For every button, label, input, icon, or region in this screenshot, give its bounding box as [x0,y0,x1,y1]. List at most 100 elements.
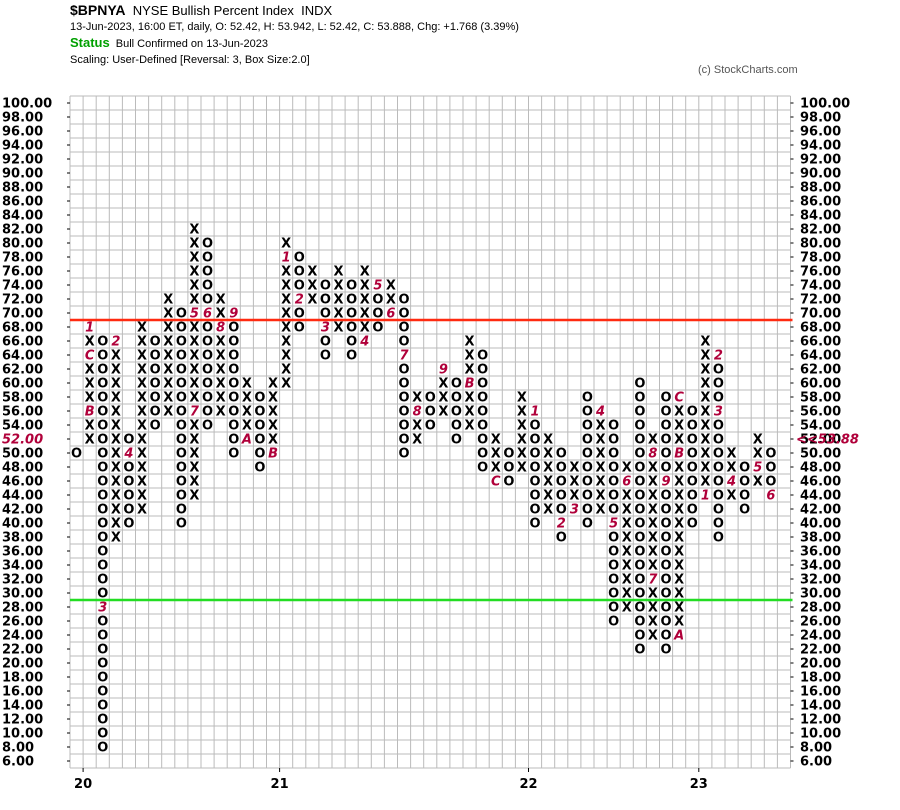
x-mark: X [700,391,710,406]
o-mark: O [477,461,488,476]
y-tick-left: 78.00 [2,251,43,266]
x-mark: X [674,405,684,420]
x-mark: X [163,335,173,350]
y-tick-right: 44.00 [800,489,841,504]
o-mark: O [97,615,108,630]
o-mark: O [634,503,645,518]
x-mark: X [622,517,632,532]
x-mark: X [674,475,684,490]
y-tick-left: 44.00 [2,489,43,504]
x-mark: X [334,293,344,308]
x-mark: X [727,461,737,476]
x-mark: X [163,405,173,420]
x-mark: X [648,629,658,644]
x-mark: X [137,419,147,434]
y-tick-right: 96.00 [800,125,841,140]
o-mark: O [634,573,645,588]
x-mark: X [189,363,199,378]
month-mark: 7 [190,405,200,420]
o-mark: O [97,559,108,574]
y-tick-right: 48.00 [800,461,841,476]
y-tick-right: 86.00 [800,195,841,210]
o-mark: O [228,447,239,462]
month-mark: B [674,447,684,462]
x-mark: X [596,461,606,476]
o-mark: O [254,433,265,448]
y-tick-right: 26.00 [800,615,841,630]
o-mark: O [634,531,645,546]
x-mark: X [216,405,226,420]
x-mark: X [281,293,291,308]
o-mark: O [634,587,645,602]
o-mark: O [687,517,698,532]
o-mark: O [530,503,541,518]
o-mark: O [477,405,488,420]
o-mark: O [530,433,541,448]
o-mark: O [634,377,645,392]
x-mark: X [137,489,147,504]
o-mark: O [503,447,514,462]
x-mark: X [189,475,199,490]
x-mark: X [111,391,121,406]
o-mark: O [320,307,331,322]
month-mark: B [268,447,278,462]
o-mark: O [713,475,724,490]
month-mark: 2 [714,349,723,364]
o-mark: O [661,391,672,406]
o-mark: O [176,349,187,364]
o-mark: O [582,405,593,420]
x-mark: X [111,419,121,434]
o-mark: O [451,377,462,392]
month-mark: 3 [321,321,330,336]
x-mark: X [334,279,344,294]
o-mark: O [150,405,161,420]
y-tick-right: 74.00 [800,279,841,294]
x-tick-label: 20 [74,777,92,792]
x-mark: X [189,335,199,350]
x-mark: X [85,335,95,350]
o-mark: O [320,279,331,294]
x-mark: X [648,475,658,490]
x-mark: X [622,559,632,574]
x-mark: X [648,545,658,560]
month-mark: C [491,475,501,490]
x-mark: X [189,433,199,448]
y-tick-left: 14.00 [2,699,43,714]
x-mark: X [111,405,121,420]
y-tick-left: 90.00 [2,167,43,182]
o-mark: O [477,363,488,378]
o-mark: O [202,335,213,350]
o-mark: O [530,517,541,532]
o-mark: O [97,349,108,364]
month-mark: 8 [648,447,657,462]
x-mark: X [85,377,95,392]
month-mark: 5 [609,517,618,532]
y-tick-right: 46.00 [800,475,841,490]
o-mark: O [399,433,410,448]
y-tick-left: 10.00 [2,727,43,742]
x-mark: X [674,461,684,476]
o-mark: O [202,279,213,294]
x-mark: X [596,503,606,518]
x-mark: X [596,419,606,434]
y-tick-left: 40.00 [2,517,43,532]
o-mark: O [451,433,462,448]
x-mark: X [137,349,147,364]
month-mark: 8 [216,321,225,336]
y-tick-left: 24.00 [2,629,43,644]
o-mark: O [608,545,619,560]
o-mark: O [202,321,213,336]
y-tick-left: 76.00 [2,265,43,280]
month-mark: 4 [123,447,133,462]
o-mark: O [399,293,410,308]
o-mark: O [661,643,672,658]
y-tick-right: 66.00 [800,335,841,350]
o-mark: O [399,405,410,420]
x-mark: X [360,307,370,322]
o-mark: O [634,559,645,574]
x-mark: X [648,489,658,504]
x-mark: X [674,503,684,518]
o-mark: O [97,517,108,532]
o-mark: O [582,475,593,490]
y-tick-left: 32.00 [2,573,43,588]
